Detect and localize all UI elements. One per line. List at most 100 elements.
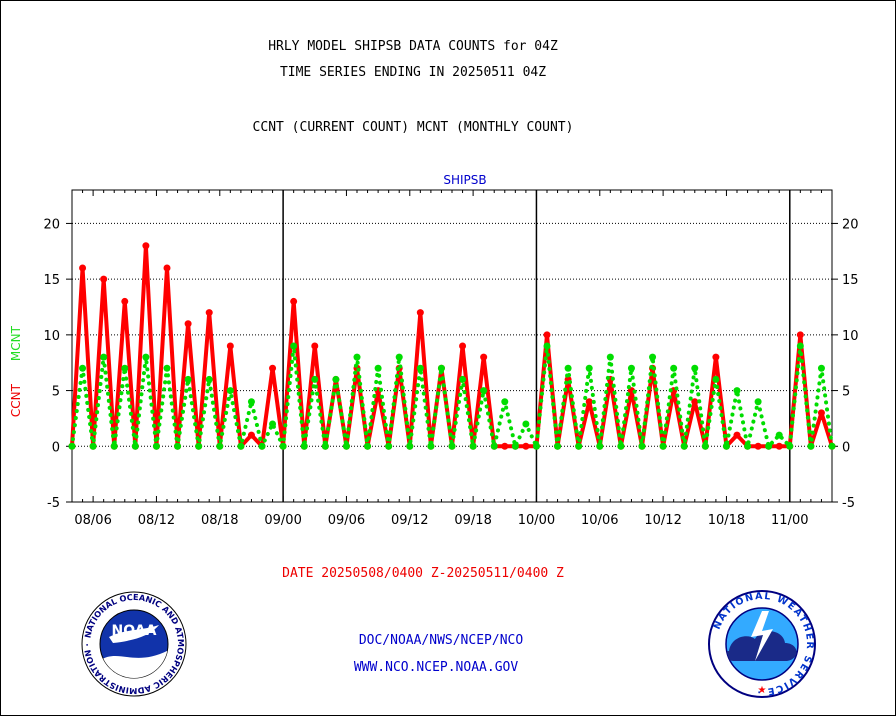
point-mcnt xyxy=(406,442,414,450)
point-ccnt xyxy=(269,364,277,372)
y-tick-label-right: 0 xyxy=(842,440,850,455)
point-mcnt xyxy=(174,442,182,450)
point-mcnt xyxy=(237,442,245,450)
point-mcnt xyxy=(374,364,382,372)
point-ccnt xyxy=(311,342,319,350)
point-mcnt xyxy=(659,442,667,450)
chart-title: SHIPSB xyxy=(443,173,486,187)
point-ccnt xyxy=(733,431,741,439)
point-mcnt xyxy=(480,387,488,395)
point-mcnt xyxy=(722,442,730,450)
svg-text:NOAA: NOAA xyxy=(112,623,157,639)
x-tick-label: 09/18 xyxy=(454,513,491,528)
point-ccnt xyxy=(226,342,234,350)
point-ccnt xyxy=(754,442,762,450)
point-mcnt xyxy=(554,442,562,450)
point-mcnt xyxy=(606,353,614,361)
x-tick-label: 09/06 xyxy=(328,513,365,528)
point-mcnt xyxy=(216,442,224,450)
date-range-label: DATE 20250508/0400 Z-20250511/0400 Z xyxy=(282,566,564,581)
point-mcnt xyxy=(89,442,97,450)
point-mcnt xyxy=(765,442,773,450)
point-ccnt xyxy=(480,353,488,361)
title-line-3: CCNT (CURRENT COUNT) MCNT (MONTHLY COUNT… xyxy=(252,120,574,135)
point-mcnt xyxy=(786,442,794,450)
y-tick-label-right: 10 xyxy=(842,329,859,344)
point-ccnt xyxy=(691,398,699,406)
point-mcnt xyxy=(701,442,709,450)
x-tick-label: 10/18 xyxy=(708,513,745,528)
noaa-logo: NATIONAL OCEANIC AND ATMOSPHERIC ADMINIS… xyxy=(79,589,187,697)
point-ccnt xyxy=(501,442,509,450)
x-tick-label: 10/12 xyxy=(644,513,681,528)
point-mcnt xyxy=(79,364,87,372)
point-ccnt xyxy=(79,264,87,272)
y-tick-label-left: 5 xyxy=(52,385,60,400)
point-ccnt xyxy=(142,242,150,250)
y-tick-label-left: 0 xyxy=(52,440,60,455)
svg-text:★: ★ xyxy=(758,685,767,696)
point-mcnt xyxy=(575,442,583,450)
point-mcnt xyxy=(100,353,108,361)
point-mcnt xyxy=(290,342,298,350)
point-mcnt xyxy=(733,387,741,395)
x-tick-label: 08/18 xyxy=(201,513,238,528)
point-ccnt xyxy=(585,398,593,406)
point-mcnt xyxy=(649,353,657,361)
org-label: DOC/NOAA/NWS/NCEP/NCO xyxy=(358,633,524,648)
point-mcnt xyxy=(110,442,118,450)
y-tick-label-left: 10 xyxy=(43,329,60,344)
point-mcnt xyxy=(353,353,361,361)
point-ccnt xyxy=(205,309,213,317)
x-tick-label: 09/12 xyxy=(391,513,428,528)
y-axis-label-ccnt: CCNT xyxy=(9,383,23,417)
y-axis-label-mcnt: MCNT xyxy=(9,325,23,361)
title-line-1: HRLY MODEL SHIPSB DATA COUNTS for 04Z xyxy=(268,39,558,54)
point-mcnt xyxy=(321,442,329,450)
point-mcnt xyxy=(258,442,266,450)
point-mcnt xyxy=(490,442,498,450)
point-mcnt xyxy=(712,375,720,383)
point-mcnt xyxy=(807,442,815,450)
point-mcnt xyxy=(226,387,234,395)
point-ccnt xyxy=(163,264,171,272)
point-mcnt xyxy=(131,442,139,450)
point-mcnt xyxy=(142,353,150,361)
point-mcnt xyxy=(437,364,445,372)
point-mcnt xyxy=(205,375,213,383)
chart-svg: -5 -5 0 0 5 5 10 10 15 15 20 20 08/06 08/12 08/18 09/00… xyxy=(9,173,859,528)
point-mcnt xyxy=(680,442,688,450)
x-tick-label: 10/06 xyxy=(581,513,618,528)
point-mcnt xyxy=(522,420,530,428)
point-mcnt xyxy=(564,364,572,372)
point-mcnt xyxy=(691,364,699,372)
point-mcnt xyxy=(332,375,340,383)
point-ccnt xyxy=(522,442,530,450)
y-tick-label-right: 20 xyxy=(842,217,859,232)
point-mcnt xyxy=(817,364,825,372)
point-mcnt xyxy=(627,364,635,372)
point-ccnt xyxy=(817,409,825,417)
point-mcnt xyxy=(279,442,287,450)
point-mcnt xyxy=(448,442,456,450)
y-tick-label-right: 5 xyxy=(842,385,850,400)
point-mcnt xyxy=(744,442,752,450)
point-mcnt xyxy=(532,442,540,450)
x-tick-label: 08/06 xyxy=(74,513,111,528)
point-mcnt xyxy=(385,442,393,450)
point-ccnt xyxy=(100,275,108,283)
point-ccnt xyxy=(247,431,255,439)
point-mcnt xyxy=(184,375,192,383)
point-mcnt xyxy=(585,364,593,372)
point-mcnt xyxy=(469,442,477,450)
y-tick-label-left: -5 xyxy=(47,496,60,511)
point-mcnt xyxy=(342,442,350,450)
point-mcnt xyxy=(543,342,551,350)
point-mcnt xyxy=(596,442,604,450)
point-mcnt xyxy=(427,442,435,450)
title-line-2: TIME SERIES ENDING IN 20250511 04Z xyxy=(279,65,547,80)
y-tick-label-left: 20 xyxy=(43,217,60,232)
nws-logo: NATIONAL WEATHER SERVICE · ★ xyxy=(708,590,816,698)
website-link[interactable]: WWW.NCO.NCEP.NOAA.GOV xyxy=(353,660,519,675)
point-mcnt xyxy=(617,442,625,450)
